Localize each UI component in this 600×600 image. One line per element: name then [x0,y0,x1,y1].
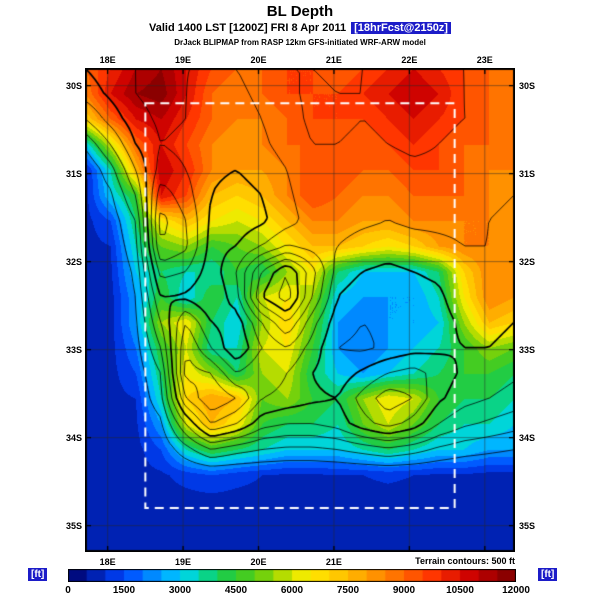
valid-time-line: Valid 1400 LST [1200Z] FRI 8 Apr 2011 [18… [0,22,600,34]
terrain-contour-note: Terrain contours: 500 ft [415,556,515,566]
lon-label-bottom: 21E [325,557,342,567]
colorbar-canvas [68,569,516,582]
model-info-line: DrJack BLIPMAP from RASP 12km GFS-initia… [174,38,426,47]
lat-label-right: 33S [519,344,536,355]
lat-label-left: 31S [65,168,82,179]
lon-label-top: 22E [401,55,418,65]
lat-label-left: 35S [65,520,82,531]
colorbar-tick-label: 12000 [502,585,530,596]
lat-label-right: 32S [519,256,536,267]
colorbar-tick-label: 1500 [112,585,136,596]
lat-label-left: 34S [65,432,82,443]
map-canvas [85,68,515,552]
lat-label-left: 32S [65,256,82,267]
lon-label-top: 18E [99,55,116,65]
lat-label-left: 33S [65,344,82,355]
page-title: BL Depth [266,3,334,20]
colorbar-tick-label: 9000 [392,585,416,596]
lon-label-bottom: 19E [175,557,192,567]
lat-label-right: 31S [519,168,536,179]
forecast-tag: [18hrFcst@2150z] [351,22,451,34]
colorbar-unit-right: [ft] [538,568,558,581]
valid-time-text: Valid 1400 LST [1200Z] FRI 8 Apr 2011 [149,22,347,34]
colorbar-tick-label: 0 [65,585,71,596]
lon-label-bottom: 20E [250,557,267,567]
lat-label-right: 35S [519,520,536,531]
lat-label-right: 34S [519,432,536,443]
lat-label-right: 30S [519,80,536,91]
colorbar-tick-label: 3000 [168,585,192,596]
lat-label-left: 30S [65,80,82,91]
lon-label-top: 21E [325,55,342,65]
colorbar-tick-label: 4500 [224,585,248,596]
lon-label-top: 23E [476,55,493,65]
lon-label-bottom: 18E [99,557,116,567]
lon-label-top: 19E [175,55,192,65]
lon-label-top: 20E [250,55,267,65]
colorbar-unit-left: [ft] [28,568,48,581]
colorbar-tick-label: 6000 [280,585,304,596]
map-frame [85,68,515,552]
colorbar-tick-label: 10500 [446,585,474,596]
colorbar-tick-label: 7500 [336,585,360,596]
